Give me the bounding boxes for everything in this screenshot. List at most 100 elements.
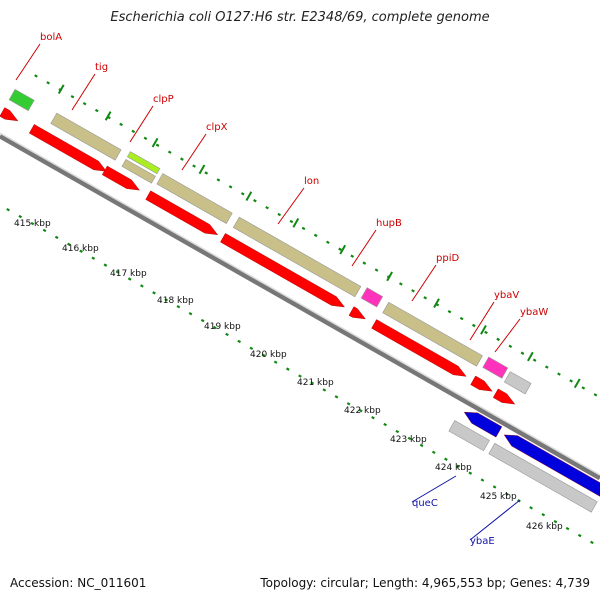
tick-dash [18, 214, 23, 219]
label-leader [277, 187, 305, 225]
genome-backbone-highlight [0, 132, 600, 476]
major-tick [292, 218, 300, 228]
tick-dash [553, 519, 558, 524]
gene-label-bolA: bolA [40, 32, 62, 43]
ppiD-gene [382, 301, 483, 367]
tick-dash [298, 374, 302, 378]
tick-dash [225, 332, 229, 337]
label-leader [71, 73, 96, 111]
tick-dash [285, 367, 290, 371]
tick-dash [310, 381, 314, 385]
tick-dash [557, 372, 561, 376]
tick-dash [456, 464, 460, 468]
ybaW-cds [492, 388, 516, 405]
tig-gene [50, 112, 122, 161]
clpX-gene [156, 173, 233, 224]
tick-dash [371, 415, 375, 420]
tick-dash [213, 325, 217, 330]
label-leader [411, 475, 457, 503]
major-tick [339, 244, 347, 255]
tick-dash [131, 129, 136, 134]
tick-dash [176, 305, 181, 309]
kbp-label: 415 kbp [14, 219, 51, 229]
tick-dash [79, 249, 83, 253]
gene-label-clpP: clpP [153, 94, 174, 105]
tick-dash [459, 316, 464, 321]
tick-dash [593, 393, 598, 397]
ybaV-gene [482, 356, 509, 379]
major-tick [245, 191, 253, 201]
label-leader [15, 43, 41, 81]
tick-dash [407, 436, 412, 441]
clpP-gene [121, 159, 156, 184]
tick-dash [346, 402, 351, 406]
tick-dash [569, 379, 573, 383]
bolA-feature [8, 88, 35, 112]
tick-dash [119, 122, 123, 127]
major-tick [57, 84, 65, 95]
tick-dash [155, 143, 160, 147]
label-leader [469, 301, 495, 341]
tick-dash [289, 219, 294, 224]
tick-dash [103, 263, 108, 267]
tick-dash [362, 261, 367, 265]
kbp-label: 422 kbp [344, 406, 381, 416]
tick-dash [532, 358, 537, 362]
tick-dash [468, 471, 473, 475]
tick-dash [383, 422, 387, 427]
tick-dash [492, 485, 497, 489]
genome-backbone [0, 133, 600, 481]
tick-dash [188, 311, 193, 316]
tick-dash [447, 309, 452, 314]
tick-dash [444, 457, 448, 461]
tick-dash [82, 101, 87, 106]
tick-dash [265, 205, 269, 210]
tick-dash [192, 164, 196, 168]
hupB-cds [348, 306, 366, 320]
ybaV-cds [470, 375, 493, 392]
tick-dash [504, 492, 509, 496]
gene-label-tig: tig [95, 62, 108, 73]
tick-dash [180, 157, 184, 161]
tick-dash [520, 351, 525, 355]
major-tick [573, 378, 581, 389]
major-tick [433, 298, 440, 308]
tick-dash [484, 330, 488, 335]
tick-dash [67, 242, 71, 247]
tick-dash [313, 233, 318, 238]
queC-gene [448, 420, 490, 452]
tick-dash [577, 533, 582, 538]
inner-tick-track [6, 207, 594, 545]
label-leader [494, 318, 521, 353]
tick-dash [237, 339, 242, 344]
kbp-label: 417 kbp [110, 269, 147, 279]
tick-dash [419, 443, 424, 448]
kbp-label: 418 kbp [157, 296, 194, 306]
tick-dash [541, 513, 546, 517]
tick-dash [529, 506, 533, 510]
major-tick [386, 271, 393, 282]
tick-tracks [6, 74, 598, 545]
tick-dash [240, 192, 245, 196]
label-leader [469, 499, 521, 541]
gene-label-ybaE: ybaE [470, 536, 495, 547]
tick-dash [127, 277, 132, 281]
tick-dash [358, 409, 363, 413]
ppiD-cds [371, 319, 467, 377]
gene-label-lon: lon [304, 176, 319, 187]
tick-dash [228, 185, 233, 189]
lon-cds [220, 233, 345, 308]
major-tick [104, 111, 112, 121]
tick-dash [338, 247, 342, 251]
feature-track [0, 88, 600, 513]
gene-label-clpX: clpX [206, 122, 228, 133]
ybaE-cds [503, 434, 600, 497]
tick-dash [200, 318, 205, 323]
label-leader [411, 264, 437, 302]
tick-dash [70, 95, 75, 99]
tick-dash [115, 270, 120, 274]
tick-dash [164, 298, 169, 302]
topology-text: Topology: circular; Length: 4,965,553 bp… [260, 576, 590, 590]
ybaW-gene [503, 371, 532, 395]
